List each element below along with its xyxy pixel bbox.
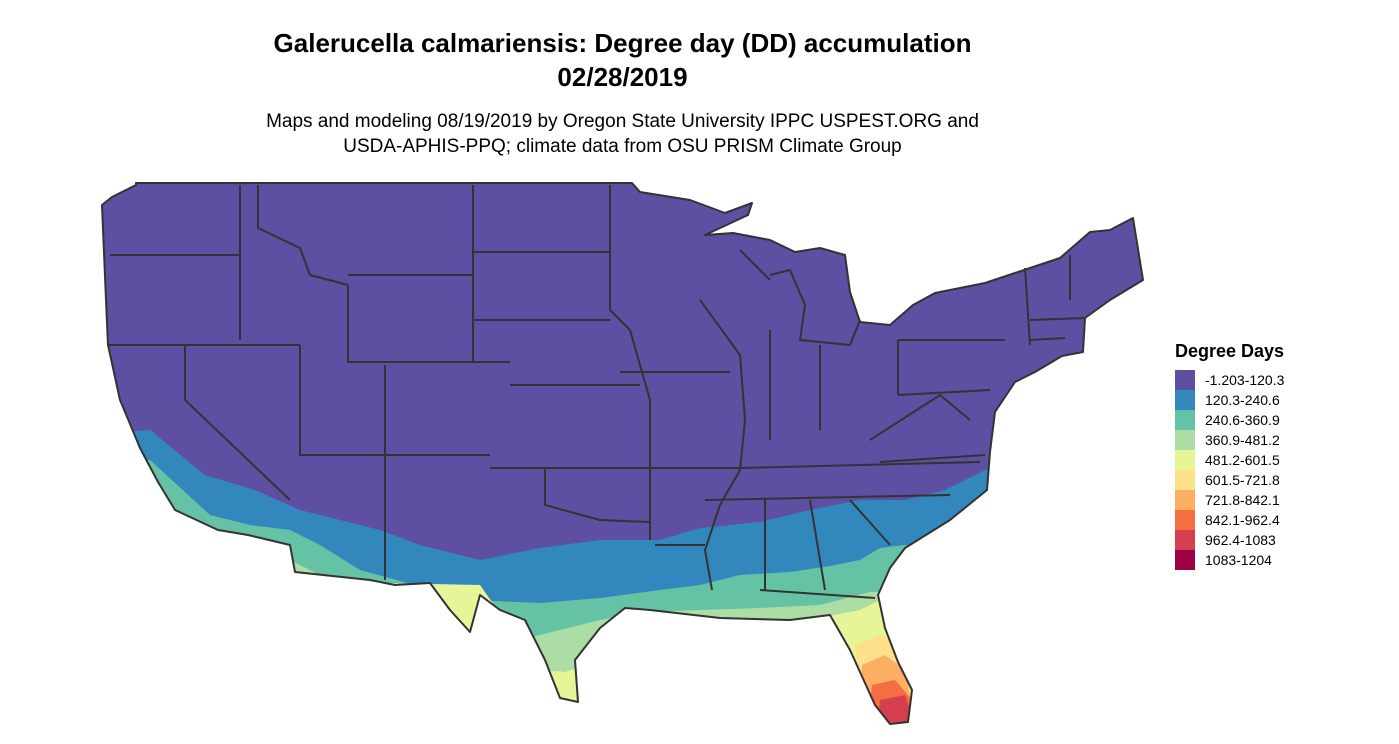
legend-item: 721.8-842.1 (1175, 490, 1385, 510)
legend-label: 962.4-1083 (1205, 532, 1276, 548)
legend-label: 601.5-721.8 (1205, 472, 1280, 488)
legend-item: 360.9-481.2 (1175, 430, 1385, 450)
legend-label: -1.203-120.3 (1205, 372, 1285, 388)
border-ga-fl (759, 589, 876, 599)
legend-item: 962.4-1083 (1175, 530, 1385, 550)
map-credit-line-2: USDA-APHIS-PPQ; climate data from OSU PR… (343, 136, 902, 157)
legend-item: 481.2-601.5 (1175, 450, 1385, 470)
map-credit-line-1: Maps and modeling 08/19/2019 by Oregon S… (266, 111, 979, 132)
border-new-england (1029, 317, 1086, 321)
border-wi-mi (739, 249, 771, 281)
legend-item: -1.203-120.3 (1175, 370, 1385, 390)
border-mi-peninsula (769, 269, 861, 346)
legend-label: 1083-1204 (1205, 552, 1272, 568)
border-west-mountain (299, 345, 490, 456)
border-ok-tx (544, 468, 651, 523)
legend-swatch (1175, 370, 1195, 390)
border-mo (629, 329, 651, 540)
legend-items: -1.203-120.3 120.3-240.6 240.6-360.9 360.9-… (1175, 370, 1385, 570)
border-id-mt (257, 185, 349, 286)
border-mn-east (609, 185, 631, 331)
legend-label: 240.6-360.9 (1205, 412, 1280, 428)
legend-item: 1083-1204 (1175, 550, 1385, 570)
legend-item: 601.5-721.8 (1175, 470, 1385, 490)
border-al-ga (809, 499, 826, 591)
legend-swatch (1175, 490, 1195, 510)
border-nv-ca (184, 345, 291, 501)
legend-swatch (1175, 510, 1195, 530)
border-ky-tn (739, 461, 981, 469)
legend-label: 360.9-481.2 (1205, 432, 1280, 448)
legend-title: Degree Days (1175, 341, 1285, 361)
legend-swatch (1175, 410, 1195, 430)
legend-label: 481.2-601.5 (1205, 452, 1280, 468)
band-9 (878, 695, 915, 724)
border-wy-south (347, 285, 510, 363)
legend-swatch (1175, 390, 1195, 410)
us-outline (101, 182, 1144, 725)
border-tn-south (704, 494, 951, 501)
legend-swatch (1175, 430, 1195, 450)
legend-item: 120.3-240.6 (1175, 390, 1385, 410)
border-wv-va (869, 394, 971, 441)
border-ga-sc (849, 499, 891, 546)
legend-item: 240.6-360.9 (1175, 410, 1385, 430)
border-ny-new-england (1024, 267, 1031, 346)
state-borders (108, 185, 1086, 599)
legend-label: 120.3-240.6 (1205, 392, 1280, 408)
legend-swatch (1175, 550, 1195, 570)
legend-label: 721.8-842.1 (1205, 492, 1280, 508)
border-ct-ma (1029, 337, 1066, 341)
legend-swatch (1175, 450, 1195, 470)
border-mississippi-river (699, 299, 746, 591)
border-va-nc (879, 454, 986, 463)
legend-label: 842.1-962.4 (1205, 512, 1280, 528)
legend-item: 842.1-962.4 (1175, 510, 1385, 530)
border-pa-south (897, 389, 991, 396)
legend-swatch (1175, 470, 1195, 490)
map-title: Galerucella calmariensis: Degree day (DD… (273, 28, 972, 58)
legend-swatch (1175, 530, 1195, 550)
map-date: 02/28/2019 (557, 62, 688, 92)
legend: Degree Days -1.203-120.3 120.3-240.6 240.6… (1175, 340, 1385, 570)
